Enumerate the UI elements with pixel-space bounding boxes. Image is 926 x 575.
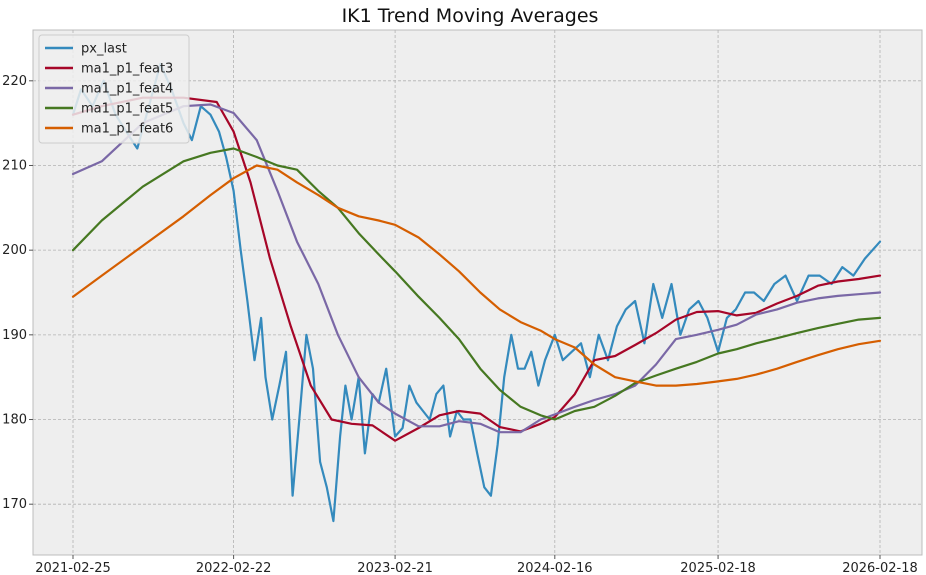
series-line-ma1_p1_feat6 (71, 164, 882, 387)
legend-label: px_last (81, 42, 127, 57)
y-tick-label: 220 (2, 74, 27, 89)
chart-title: IK1 Trend Moving Averages (342, 5, 599, 27)
series-line-ma1_p1_feat5 (71, 147, 882, 421)
series-lines (71, 62, 882, 523)
x-tick-label: 2023-02-21 (357, 561, 433, 575)
y-tick-label: 190 (2, 328, 27, 343)
axes: 170 180 190 200 210 220 2021-02-25 2022-02-22 20… (2, 74, 918, 575)
series-line-ma1_p1_feat3 (71, 96, 882, 442)
y-tick-label: 180 (2, 413, 27, 428)
y-tick-label: 170 (2, 497, 27, 512)
series-line-ma1_p1_feat4 (71, 103, 882, 434)
y-tick-label: 200 (2, 243, 27, 258)
x-tick-label: 2024-02-16 (517, 561, 593, 575)
legend-label: ma1_p1_feat6 (81, 122, 173, 137)
x-tick-label: 2026-02-18 (842, 561, 918, 575)
legend-label: ma1_p1_feat4 (81, 82, 173, 97)
x-tick-label: 2025-02-18 (680, 561, 756, 575)
x-tick-label: 2022-02-22 (196, 561, 272, 575)
legend-box (38, 34, 190, 144)
x-tick-label: 2021-02-25 (35, 561, 111, 575)
series-line-px_last (71, 62, 882, 523)
legend-label: ma1_p1_feat5 (81, 102, 173, 117)
y-tick-label: 210 (2, 158, 27, 173)
legend-label: ma1_p1_feat3 (81, 62, 173, 77)
grid (33, 30, 922, 555)
legend: px_last ma1_p1_feat3 ma1_p1_feat4 ma1_p1_fe… (38, 34, 190, 144)
